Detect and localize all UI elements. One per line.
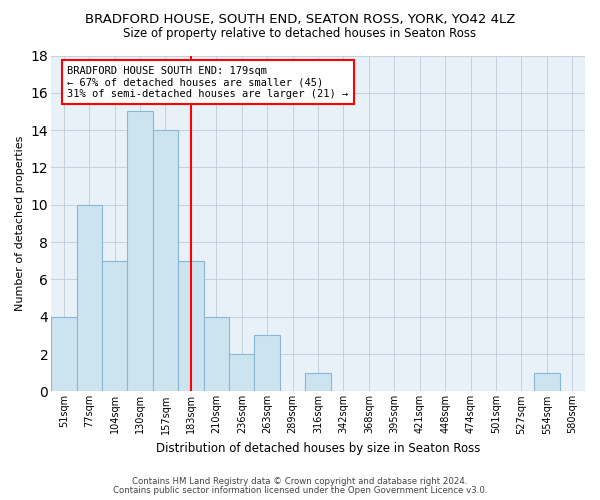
Bar [254, 336, 280, 392]
Text: Contains public sector information licensed under the Open Government Licence v3: Contains public sector information licen… [113, 486, 487, 495]
Text: Contains HM Land Registry data © Crown copyright and database right 2024.: Contains HM Land Registry data © Crown c… [132, 477, 468, 486]
Bar [51, 316, 77, 392]
Bar [305, 372, 331, 392]
Text: BRADFORD HOUSE, SOUTH END, SEATON ROSS, YORK, YO42 4LZ: BRADFORD HOUSE, SOUTH END, SEATON ROSS, … [85, 12, 515, 26]
Bar [102, 261, 127, 392]
Bar [229, 354, 254, 392]
Y-axis label: Number of detached properties: Number of detached properties [15, 136, 25, 311]
Bar [153, 130, 178, 392]
Bar [127, 112, 153, 392]
Bar [203, 316, 229, 392]
Bar [178, 261, 203, 392]
Text: Size of property relative to detached houses in Seaton Ross: Size of property relative to detached ho… [124, 28, 476, 40]
Bar [534, 372, 560, 392]
Text: BRADFORD HOUSE SOUTH END: 179sqm
← 67% of detached houses are smaller (45)
31% o: BRADFORD HOUSE SOUTH END: 179sqm ← 67% o… [67, 66, 349, 99]
Bar [77, 205, 102, 392]
X-axis label: Distribution of detached houses by size in Seaton Ross: Distribution of detached houses by size … [156, 442, 480, 455]
